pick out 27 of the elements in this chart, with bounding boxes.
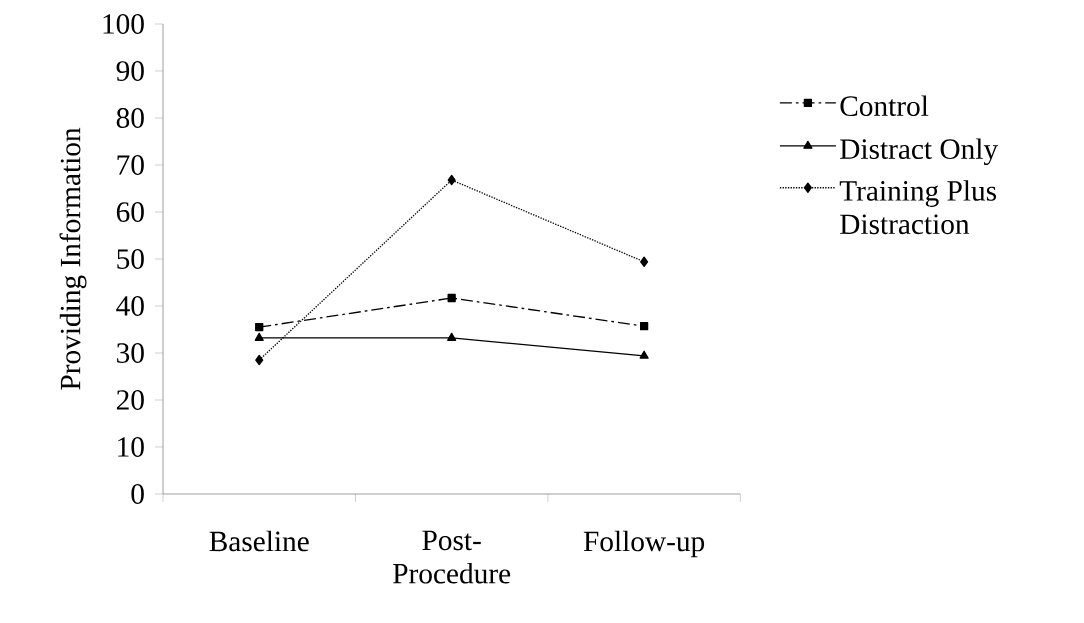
y-tick-label: 50	[117, 249, 144, 269]
y-tick-label: 80	[116, 108, 144, 128]
y-tick-label: 90	[116, 61, 144, 81]
y-tick-label: 70	[117, 155, 144, 175]
y-tick-label: 10	[118, 437, 144, 457]
point	[447, 332, 457, 341]
point	[254, 332, 264, 341]
y-tick-label: 40	[116, 296, 144, 316]
y-tick-label: 100	[103, 14, 144, 34]
point	[639, 350, 649, 359]
y-tick-label: 20	[116, 390, 144, 410]
point	[447, 293, 456, 303]
legend-label: Training Plus Distraction	[839, 180, 997, 235]
point	[255, 354, 264, 366]
point	[447, 174, 456, 186]
y-tick-label: 0	[131, 484, 144, 504]
x-tick-label: Baseline	[209, 530, 309, 552]
x-tick-label: Follow-up	[583, 530, 705, 558]
legend-label: Distract Only	[840, 138, 998, 166]
x-tick-label: Post-Procedure	[393, 530, 511, 584]
legend-label: Control	[840, 95, 929, 117]
point	[640, 256, 649, 268]
point	[639, 322, 649, 331]
y-tick-label: 60	[116, 202, 144, 222]
y-tick-label: 30	[117, 343, 144, 363]
y-axis-title: Providing Information	[59, 127, 87, 390]
point	[255, 323, 264, 332]
